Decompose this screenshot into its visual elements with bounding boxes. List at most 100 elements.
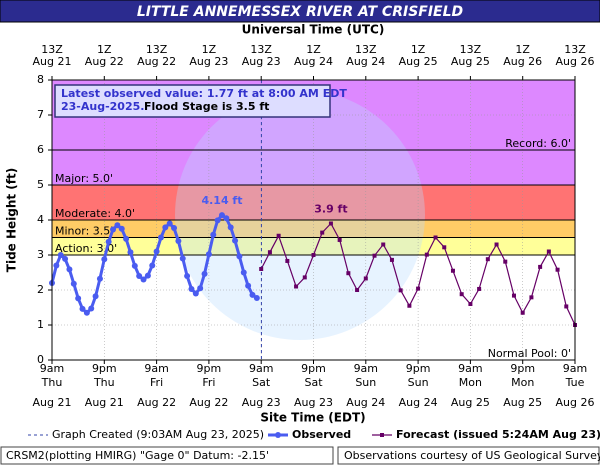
x-tick-label: Aug 24 <box>346 396 385 409</box>
x-tick-label: Aug 22 <box>137 396 176 409</box>
x2-tick-label: Aug 25 <box>399 55 438 68</box>
x-tick-label: Aug 25 <box>451 396 490 409</box>
x-tick-label: Thu <box>93 376 115 389</box>
x-tick-label: Mon <box>511 376 534 389</box>
observed-point <box>127 249 134 256</box>
x-tick-label: 9am <box>354 362 378 375</box>
x-tick-label: Aug 22 <box>189 396 228 409</box>
x2-tick-label: 1Z <box>515 43 530 56</box>
y-tick-label: 1 <box>37 318 44 331</box>
x-axis-title: Site Time (EDT) <box>260 411 365 425</box>
observed-point <box>166 220 173 227</box>
threshold-label: Moderate: 4.0' <box>55 207 135 220</box>
x2-axis-title: Universal Time (UTC) <box>242 23 385 37</box>
observed-point <box>184 273 191 279</box>
x-tick-label: 9pm <box>406 362 431 375</box>
x-tick-label: Sun <box>408 376 429 389</box>
x2-tick-label: 1Z <box>97 43 112 56</box>
observed-point <box>92 293 99 300</box>
forecast-point <box>355 288 360 292</box>
observed-point <box>114 222 121 229</box>
forecast-point <box>259 267 264 271</box>
x2-tick-label: Aug 25 <box>451 55 490 68</box>
x-tick-label: Mon <box>459 376 482 389</box>
x2-tick-label: Aug 23 <box>242 55 281 68</box>
observed-point <box>253 295 260 302</box>
x-tick-label: Sat <box>252 376 271 389</box>
forecast-point <box>398 288 403 293</box>
x-tick-label: 9pm <box>510 362 535 375</box>
x2-tick-label: Aug 24 <box>346 55 385 68</box>
x2-tick-label: 13Z <box>564 43 586 56</box>
legend-label: Forecast (issued 5:24AM Aug 23) <box>396 428 600 441</box>
observed-point <box>218 212 225 219</box>
forecast-point <box>564 304 569 309</box>
observed-point <box>171 225 178 232</box>
legend-marker <box>380 433 384 437</box>
threshold-label: Minor: 3.5' <box>55 225 113 238</box>
info-text: Flood Stage is 3.5 ft <box>144 100 269 113</box>
x-tick-label: Aug 23 <box>242 396 281 409</box>
x2-tick-label: 13Z <box>355 43 377 56</box>
observed-point <box>110 226 117 233</box>
x-tick-label: 9am <box>144 362 168 375</box>
x-tick-label: Sat <box>304 376 323 389</box>
observed-point <box>157 234 164 241</box>
observed-point <box>153 248 160 255</box>
y-tick-label: 6 <box>37 143 44 156</box>
forecast-point <box>381 242 386 247</box>
info-text: Latest observed value: 1.77 ft at 8:00 A… <box>61 87 347 100</box>
y-tick-label: 8 <box>37 73 44 86</box>
observed-point <box>232 237 239 244</box>
observed-point <box>249 291 256 298</box>
x-tick-label: Aug 25 <box>503 396 542 409</box>
observed-point <box>53 262 60 269</box>
observed-point <box>223 215 230 222</box>
observed-point <box>236 253 243 260</box>
forecast-point <box>503 259 508 264</box>
x-tick-label: 9pm <box>301 362 326 375</box>
forecast-point <box>538 264 543 269</box>
x2-tick-label: Aug 23 <box>189 55 228 68</box>
x2-tick-label: Aug 24 <box>294 55 333 68</box>
observed-point <box>131 262 138 269</box>
observed-point <box>144 272 151 279</box>
plot-border <box>51 79 576 361</box>
forecast-point <box>485 257 490 262</box>
x-tick-label: Aug 26 <box>556 396 595 409</box>
legend-marker <box>275 432 281 438</box>
title-bar <box>0 0 600 23</box>
flood-band <box>52 237 575 255</box>
y-tick-label: 7 <box>37 108 44 121</box>
flood-band <box>52 185 575 220</box>
chart-title: LITTLE ANNEMESSEX RIVER AT CRISFIELD <box>137 4 463 20</box>
footer-box <box>0 446 334 465</box>
observed-point <box>188 285 195 292</box>
observed-point <box>240 269 247 276</box>
y-tick-label: 3 <box>37 248 44 261</box>
observed-point <box>75 295 82 302</box>
observed-point <box>140 276 147 283</box>
observed-point <box>88 305 95 312</box>
observed-point <box>105 238 112 245</box>
forecast-point <box>459 292 464 297</box>
observed-point <box>192 290 199 297</box>
x-tick-label: Sun <box>355 376 376 389</box>
observed-point <box>96 275 103 282</box>
observed-point <box>70 280 77 287</box>
forecast-point <box>328 221 333 226</box>
x-tick-label: 9am <box>249 362 273 375</box>
forecast-point <box>529 295 534 300</box>
forecast-point <box>311 253 316 257</box>
forecast-point <box>372 253 377 258</box>
x-tick-label: 9pm <box>92 362 117 375</box>
observed-point <box>83 309 90 316</box>
legend-label: Graph Created (9:03AM Aug 23, 2025) <box>52 428 264 441</box>
forecast-point <box>511 293 516 298</box>
x2-tick-label: 1Z <box>306 43 321 56</box>
plot-area: Action: 3.0' Minor: 3.5' Moderate: 4.0' Maj… <box>33 43 595 409</box>
footer-box <box>337 446 600 465</box>
x-tick-label: 9am <box>458 362 482 375</box>
observed-point <box>197 285 204 292</box>
x2-tick-label: Aug 22 <box>85 55 124 68</box>
